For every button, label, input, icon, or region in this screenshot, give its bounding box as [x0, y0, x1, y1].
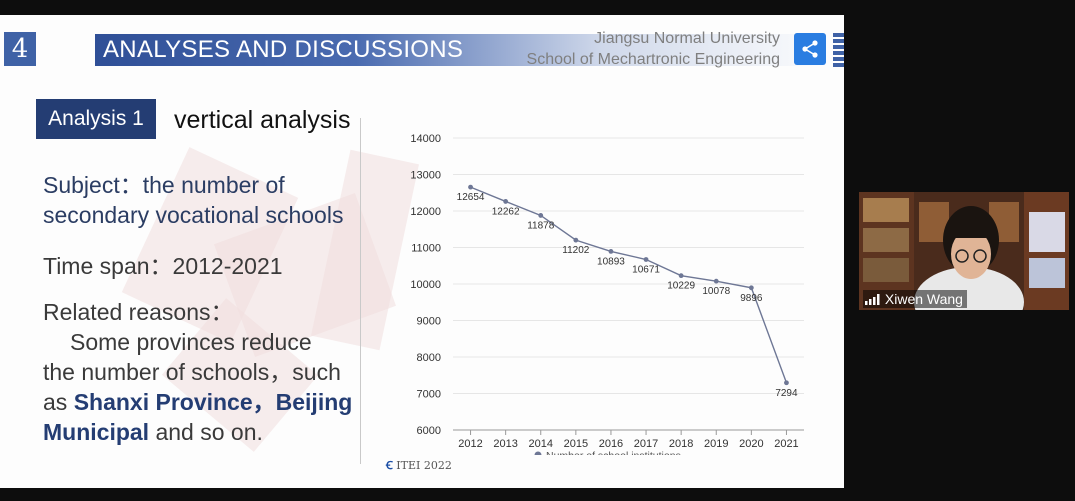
side-decoration — [833, 33, 844, 67]
data-label: 12654 — [457, 192, 485, 203]
x-tick-label: 2014 — [529, 438, 553, 450]
university-name: Jiangsu Normal University — [594, 30, 780, 47]
data-label: 10229 — [667, 281, 695, 292]
participant-name: Xiwen Wang — [884, 291, 963, 307]
data-label: 11878 — [527, 220, 555, 231]
reasons-highlight-2: Municipal — [43, 419, 150, 445]
share-icon — [802, 40, 818, 58]
reasons-label: Related reasons： — [43, 299, 234, 325]
data-point — [643, 257, 649, 262]
data-label: 10671 — [632, 265, 660, 276]
presentation-slide: 4 ANALYSES AND DISCUSSIONS Jiangsu Norma… — [0, 15, 844, 488]
time-span-label: Time span： — [43, 253, 173, 279]
x-tick-label: 2017 — [634, 438, 658, 450]
divider-line — [360, 118, 361, 464]
itei-logo-icon: Ꞓ — [386, 459, 393, 472]
y-tick-label: 14000 — [410, 133, 441, 145]
y-tick-label: 12000 — [410, 206, 441, 218]
school-name: School of Mechartronic Engineering — [526, 51, 780, 68]
y-tick-label: 9000 — [417, 316, 441, 328]
reasons-highlight-1: Shanxi Province，Beijing — [73, 389, 353, 415]
title-bar: ANALYSES AND DISCUSSIONS — [95, 34, 840, 66]
time-span: Time span：2012-2021 — [43, 251, 283, 281]
participant-video — [859, 192, 1069, 310]
x-tick-label: 2013 — [493, 438, 517, 450]
x-tick-label: 2020 — [739, 438, 763, 450]
subject-value-line2: secondary vocational schools — [43, 202, 344, 228]
x-tick-label: 2015 — [564, 438, 588, 450]
legend-marker — [534, 451, 542, 455]
data-point — [784, 380, 789, 386]
related-reasons: Related reasons： Some provinces reduce t… — [43, 297, 352, 447]
legend-label: Number of school institutions — [546, 450, 681, 455]
y-tick-label: 10000 — [410, 279, 441, 291]
subject-label: Subject： — [43, 172, 143, 198]
data-label: 10078 — [702, 286, 730, 297]
subject-text: Subject：the number of secondary vocation… — [43, 170, 343, 230]
x-tick-label: 2018 — [669, 438, 693, 450]
data-point — [573, 237, 579, 243]
data-label: 10893 — [597, 256, 625, 267]
slide-title: ANALYSES AND DISCUSSIONS — [103, 36, 464, 63]
data-label: 11202 — [562, 245, 590, 256]
subject-value-line1: the number of — [142, 172, 285, 198]
video-tile[interactable]: Xiwen Wang — [859, 192, 1069, 310]
y-tick-label: 13000 — [410, 170, 441, 182]
x-tick-label: 2019 — [704, 438, 728, 450]
y-tick-label: 7000 — [417, 389, 441, 401]
x-tick-label: 2012 — [458, 438, 482, 450]
data-point — [503, 199, 509, 204]
analysis-title: vertical analysis — [174, 106, 351, 134]
data-label: 9896 — [740, 293, 763, 304]
reasons-line3: as Shanxi Province，Beijing — [43, 389, 353, 415]
y-tick-label: 8000 — [417, 352, 441, 364]
signal-icon — [865, 294, 880, 305]
y-tick-label: 6000 — [417, 425, 441, 437]
line-chart: 6000 7000 8000 9000 10000 11000 12000 13000 1400… — [410, 133, 804, 455]
data-point — [713, 278, 719, 284]
data-label: 7294 — [775, 388, 798, 399]
analysis-label: Analysis 1 — [36, 99, 156, 139]
y-tick-label: 11000 — [411, 243, 441, 255]
data-point — [538, 213, 544, 218]
data-point — [678, 273, 684, 279]
reasons-line1: Some provinces reduce — [70, 329, 312, 355]
data-point — [748, 285, 754, 291]
reasons-line4: Municipal and so on. — [43, 419, 263, 445]
time-span-value: 2012-2021 — [172, 253, 283, 279]
data-label: 12262 — [492, 206, 520, 217]
slide-number: 4 — [4, 32, 36, 66]
x-tick-label: 2016 — [599, 438, 623, 450]
data-point — [468, 184, 473, 190]
x-tick-label: 2021 — [774, 438, 798, 450]
share-button[interactable] — [794, 33, 826, 65]
data-point — [608, 249, 614, 254]
footer-logo: Ꞓ ITEI 2022 — [386, 458, 452, 473]
series-line — [470, 186, 788, 384]
reasons-line2: the number of schools，such — [43, 359, 341, 385]
participant-label: Xiwen Wang — [863, 290, 967, 308]
footer-logo-text: ITEI 2022 — [396, 459, 452, 472]
university-info: Jiangsu Normal University School of Mech… — [527, 28, 780, 70]
